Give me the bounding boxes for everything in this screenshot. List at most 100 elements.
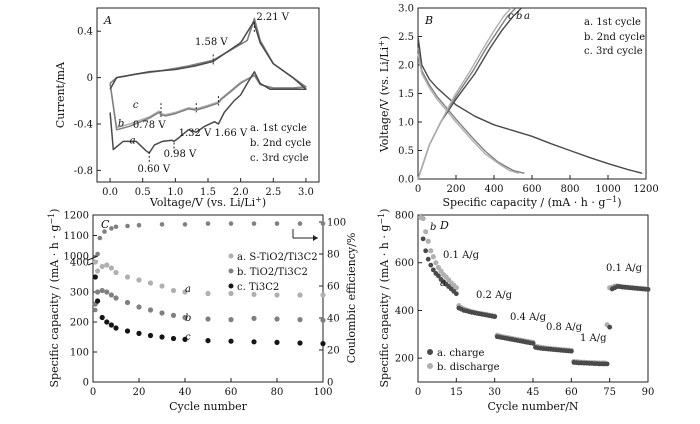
legend-entry: c. Ti3C2 — [237, 282, 279, 293]
x-tick-label: 0.0 — [102, 187, 118, 198]
curve-label: b — [118, 118, 124, 129]
charge-point — [425, 256, 431, 262]
efficiency-point — [320, 221, 326, 226]
panel-a-annotations: 2.21 V 1.58 V 0.78 V 1.32 V 1.66 V 0.60 V 0.98… — [118, 12, 290, 175]
capacity-point — [297, 317, 303, 323]
capacity-point — [104, 319, 110, 325]
charge-point — [423, 248, 429, 254]
panel-a: A Current/mA Voltage/V (vs. Li/Li+) 0.0 0… — [54, 7, 320, 209]
panel-c-xlabel: Cycle number — [169, 400, 247, 413]
panel-d-points — [417, 214, 651, 367]
discharge-point — [425, 238, 431, 244]
capacity-point — [159, 334, 165, 340]
capacity-point — [136, 277, 142, 283]
efficiency-point — [97, 235, 103, 241]
x-tick-label: 60 — [565, 387, 578, 398]
curve-label: a — [130, 136, 136, 147]
panel-d-legend: a. charge b. discharge — [427, 348, 500, 373]
y-tick-label: 3.0 — [398, 4, 414, 15]
capacity-point — [124, 274, 131, 280]
capacity-point — [182, 336, 188, 342]
legend-entry: a. 1st cycle — [250, 123, 307, 134]
capacity-point — [159, 310, 165, 316]
peak-label: 1.32 V — [179, 128, 212, 139]
capacity-point — [228, 317, 234, 323]
panel-c-letter: C — [101, 218, 110, 231]
rate-label: 0.2 A/g — [476, 290, 513, 301]
panel-c-x-ticks: 0 20 40 60 80 100 — [90, 378, 333, 398]
y2-tick-label: 20 — [327, 346, 340, 357]
x-tick-label: 30 — [488, 387, 501, 398]
panel-a-curves — [109, 17, 307, 154]
y2-tick-label: 100 — [327, 218, 346, 229]
charge-point — [492, 314, 498, 320]
y2-tick-label: 80 — [327, 250, 340, 261]
capacity-point — [251, 291, 257, 297]
panel-c-efficiency-arrow — [292, 229, 318, 241]
capacity-point — [251, 339, 257, 345]
x-tick-label: 400 — [484, 184, 503, 195]
y-tick-label: 2.0 — [398, 61, 414, 72]
capacity-point — [228, 290, 234, 297]
discharge-point — [430, 254, 436, 260]
x-tick-label: 90 — [642, 387, 655, 398]
capacity-point — [124, 328, 131, 334]
panel-b-letter: B — [424, 14, 433, 27]
legend-marker — [228, 283, 234, 289]
legend-marker — [228, 253, 234, 259]
panel-d-rate-labels: 0.1 A/g 0.2 A/g 0.4 A/g 0.8 A/g 1 A/g 0.… — [443, 250, 643, 344]
curve-label: a — [185, 284, 191, 295]
capacity-point — [95, 268, 101, 274]
capacity-point — [99, 287, 105, 294]
efficiency-point — [113, 224, 119, 230]
x-tick-label: 45 — [527, 387, 540, 398]
x-tick-label: 0.5 — [135, 187, 151, 198]
capacity-point — [147, 332, 154, 339]
panel-b: B Voltage/V (vs. Li/Li+) Specific capaci… — [377, 4, 659, 210]
capacity-point — [205, 338, 211, 344]
panel-c-y2label: Coulombic efficiency/% — [345, 233, 358, 364]
y-tick-label: 0 — [87, 73, 93, 84]
y-tick-label: 0.5 — [398, 146, 414, 157]
capacity-point — [124, 299, 131, 306]
efficiency-point — [228, 221, 234, 226]
x-tick-label: 0 — [415, 184, 421, 195]
charge-point — [645, 287, 651, 292]
x-tick-label: 20 — [133, 387, 146, 398]
capacity-point — [320, 341, 326, 347]
panel-d-xlabel: Cycle number/N — [487, 400, 578, 413]
capacity-point — [159, 283, 165, 289]
discharge-point — [423, 229, 429, 235]
efficiency-point — [136, 222, 142, 228]
panel-a-xlabel: Voltage/V (vs. Li/Li+) — [149, 195, 266, 209]
y-tick-label: 1000 — [64, 252, 89, 263]
efficiency-point — [159, 222, 165, 227]
efficiency-point — [251, 221, 257, 226]
panel-d: D Specific capacity / (mA · h · g−1) Cyc… — [377, 209, 654, 413]
discharge-point — [453, 285, 459, 291]
panel-d-curve-labels: b a — [430, 222, 446, 289]
peak-label: 0.60 V — [137, 164, 170, 175]
curve-label: c — [133, 100, 139, 111]
legend-entry: c. 3rd cycle — [250, 153, 309, 164]
y-tick-label: 200 — [70, 318, 89, 329]
panel-c-legend: a. S-TiO2/Ti3C2 b. TiO2/Ti3C2 c. Ti3C2 — [228, 252, 318, 293]
capacity-point — [92, 259, 98, 265]
capacity-point — [274, 339, 280, 345]
capacity-point — [99, 263, 105, 270]
efficiency-point — [297, 221, 303, 226]
curve-label: c — [508, 11, 514, 22]
efficiency-point — [182, 222, 188, 227]
legend-marker — [228, 268, 234, 274]
panel-b-legend: a. 1st cycle b. 2nd cycle c. 3rd cycle — [584, 17, 645, 57]
legend-marker — [427, 363, 433, 369]
capacity-point — [95, 298, 101, 304]
y-tick-label: 0.4 — [77, 27, 93, 38]
y-tick-label: -0.8 — [74, 166, 93, 177]
charge-point — [420, 236, 426, 242]
discharge-point — [420, 215, 426, 222]
capacity-point — [205, 290, 211, 297]
x-tick-label: 2.0 — [233, 187, 249, 198]
y-tick-label: 400 — [70, 258, 89, 269]
capacity-point — [113, 295, 119, 301]
